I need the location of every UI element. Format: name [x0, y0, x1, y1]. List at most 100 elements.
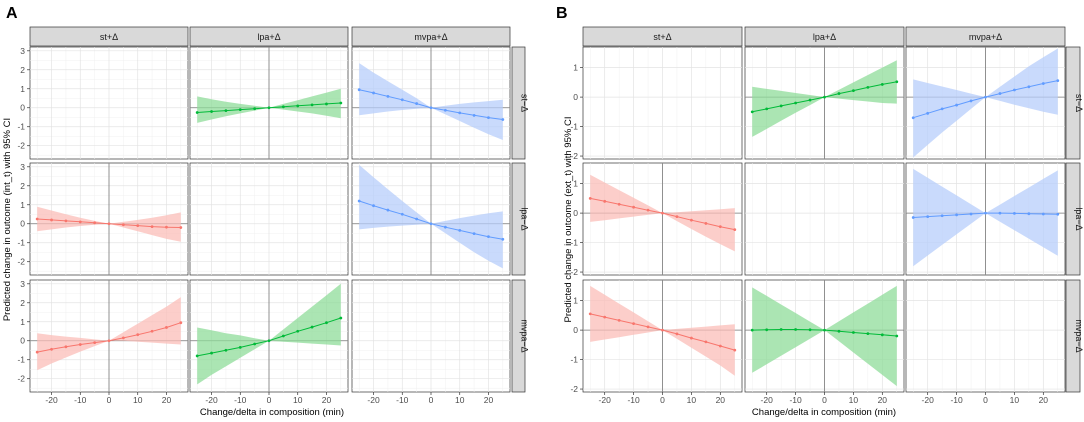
estimate-point	[690, 336, 693, 340]
y-tick-label: -2	[570, 267, 578, 277]
ci-ribbon	[197, 88, 341, 123]
facet-cell	[905, 46, 1066, 160]
facet-cell	[744, 46, 905, 160]
estimate-point	[35, 350, 39, 354]
panel-b: Bst+Δ lpa+Δ mvpa+Δst−Δlpa−Δmvpa−Δ-2-101-2-…	[556, 5, 1084, 418]
estimate-point	[588, 312, 592, 316]
estimate-point	[794, 328, 797, 331]
estimate-point	[646, 208, 650, 212]
estimate-point	[646, 325, 650, 329]
y-tick-label: 0	[573, 92, 578, 102]
x-tick-label: -20	[367, 395, 380, 405]
estimate-point	[281, 105, 285, 109]
estimate-point	[501, 237, 505, 241]
estimate-point	[165, 225, 168, 229]
estimate-point	[50, 218, 53, 222]
estimate-point	[837, 329, 841, 333]
column-strip-label: lpa+Δ	[813, 32, 836, 42]
estimate-point	[984, 95, 987, 99]
x-tick-label: 10	[849, 395, 859, 405]
estimate-point	[750, 110, 754, 114]
estimate-point	[837, 92, 841, 95]
estimate-point	[339, 316, 343, 320]
x-tick-label: 10	[1010, 395, 1020, 405]
row-strip	[511, 279, 526, 393]
x-tick-label: 10	[133, 395, 143, 405]
panel-letter: A	[6, 5, 18, 22]
x-tick-label: -10	[789, 395, 802, 405]
facet-cell	[189, 162, 349, 276]
estimate-point	[50, 347, 53, 351]
estimate-point	[603, 315, 607, 319]
facet-cell	[744, 162, 905, 276]
estimate-point	[136, 333, 140, 337]
x-tick-label: 0	[822, 395, 827, 405]
facet-cell	[351, 162, 511, 276]
x-axis-title: Change/delta in composition (min)	[752, 407, 896, 418]
estimate-point	[852, 89, 855, 93]
column-strip	[905, 26, 1066, 47]
x-tick-label: -10	[627, 395, 640, 405]
estimate-point	[35, 217, 39, 221]
estimate-point	[372, 91, 375, 95]
estimate-point	[150, 225, 154, 228]
facet-cell	[582, 279, 743, 393]
estimate-point	[808, 328, 812, 332]
estimate-point	[107, 222, 111, 226]
estimate-point	[718, 225, 722, 229]
facet-cell	[905, 162, 1066, 276]
estimate-point	[661, 328, 664, 332]
estimate-point	[603, 199, 607, 203]
y-tick-label: -2	[17, 141, 25, 151]
y-tick-label: -1	[17, 122, 25, 132]
y-tick-label: 2	[20, 298, 25, 308]
estimate-point	[911, 116, 915, 120]
row-strip	[1065, 46, 1081, 160]
estimate-point	[386, 208, 390, 212]
estimate-point	[325, 102, 328, 106]
x-tick-label: 20	[716, 395, 726, 405]
estimate-point	[632, 322, 635, 326]
y-tick-label: 1	[573, 63, 578, 73]
estimate-point	[794, 101, 797, 105]
column-strip	[29, 26, 189, 47]
x-tick-label: -10	[396, 395, 409, 405]
facet-cell	[29, 162, 189, 276]
estimate-point	[955, 103, 958, 107]
estimate-point	[64, 219, 68, 223]
facet-cell	[189, 279, 349, 393]
column-strip-label: mvpa+Δ	[969, 32, 1002, 42]
estimate-point	[501, 118, 505, 121]
estimate-point	[926, 111, 930, 115]
x-tick-label: 0	[267, 395, 272, 405]
estimate-point	[150, 329, 154, 333]
estimate-point	[866, 85, 870, 89]
estimate-point	[926, 215, 930, 219]
ci-ribbon	[752, 60, 897, 137]
y-axis-title: Predicted change in outcome (ext_t) with…	[563, 117, 574, 323]
estimate-point	[443, 108, 447, 112]
panel-a: Ast+Δ lpa+Δ mvpa+Δst−Δlpa−Δmvpa−Δ-2-10123-…	[2, 5, 530, 418]
estimate-point	[179, 226, 183, 229]
y-tick-label: 0	[573, 325, 578, 335]
estimate-point	[617, 318, 621, 322]
estimate-point	[357, 88, 361, 92]
x-tick-label: -20	[45, 395, 58, 405]
estimate-point	[1056, 212, 1060, 216]
row-strip	[1065, 279, 1081, 393]
x-tick-label: 0	[429, 395, 434, 405]
x-axis-title: Change/delta in composition (min)	[200, 407, 344, 418]
y-tick-label: 1	[20, 317, 25, 327]
estimate-point	[136, 224, 140, 228]
estimate-point	[281, 334, 285, 338]
estimate-point	[880, 83, 884, 86]
estimate-point	[372, 204, 375, 208]
ci-ribbon	[359, 164, 503, 269]
estimate-point	[121, 336, 125, 340]
estimate-point	[823, 95, 826, 99]
row-strip-label: lpa−Δ	[1074, 207, 1084, 230]
estimate-point	[487, 235, 490, 239]
x-tick-label: 20	[878, 395, 888, 405]
estimate-point	[1027, 85, 1031, 89]
